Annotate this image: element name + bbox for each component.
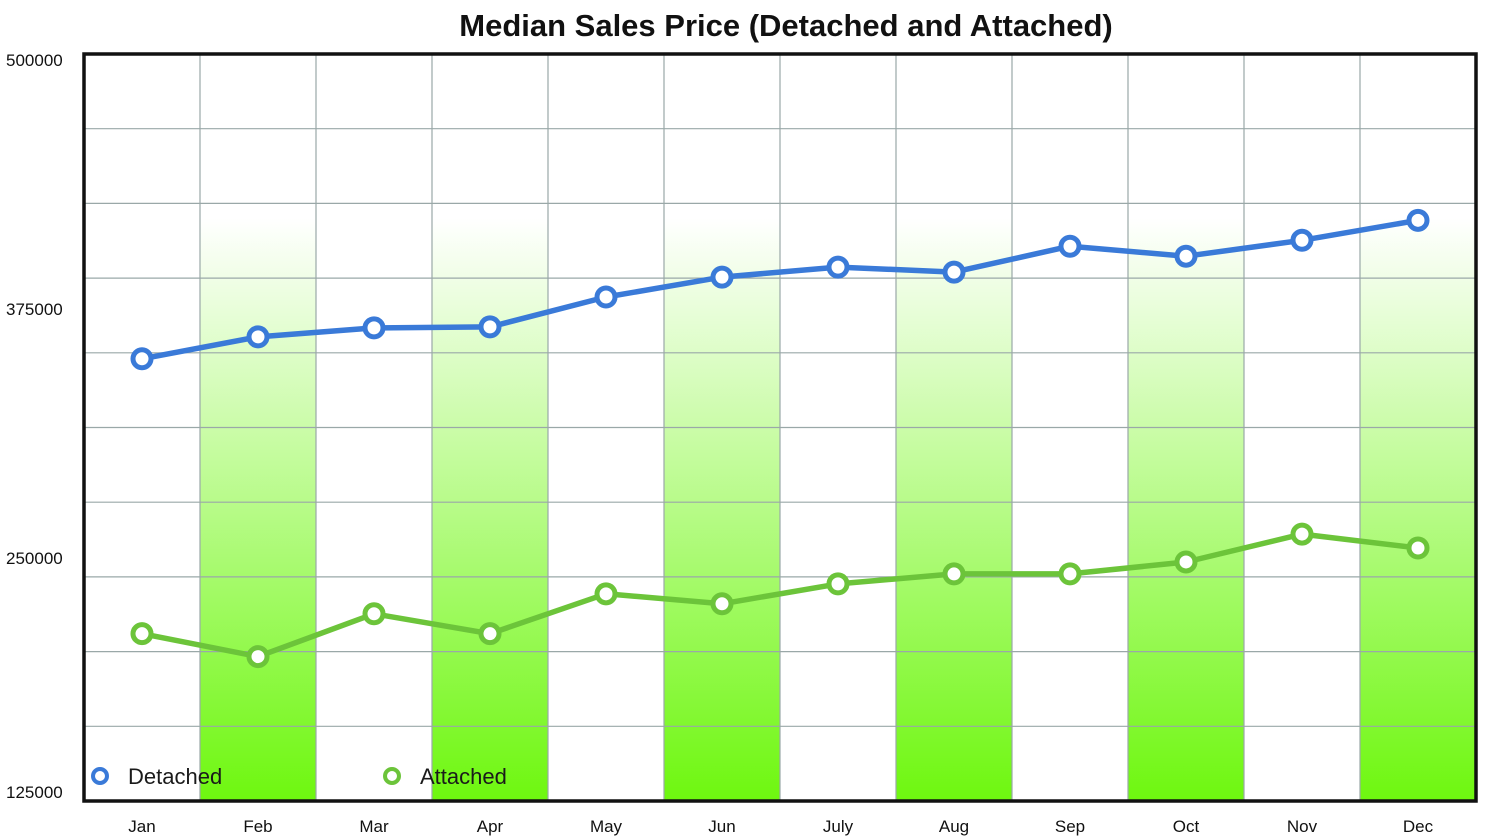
attached-data-point — [1290, 522, 1314, 546]
detached-data-point — [942, 260, 966, 284]
x-tick-label: Feb — [243, 817, 272, 836]
detached-data-point — [594, 285, 618, 309]
detached-data-point — [1290, 228, 1314, 252]
attached-data-point — [1174, 550, 1198, 574]
x-tick-label: Jan — [128, 817, 155, 836]
detached-data-point — [362, 316, 386, 340]
x-tick-label: Dec — [1403, 817, 1434, 836]
legend-label-attached: Attached — [420, 764, 507, 789]
attached-data-point — [710, 592, 734, 616]
x-tick-label: Oct — [1173, 817, 1200, 836]
detached-data-point — [826, 255, 850, 279]
attached-data-point — [594, 582, 618, 606]
plot-area: 500000 375000 250000 125000 Jan Feb Mar Apr May J… — [6, 51, 1478, 836]
legend-label-detached: Detached — [128, 764, 222, 789]
x-tick-label: Apr — [477, 817, 504, 836]
attached-data-point — [130, 622, 154, 646]
detached-data-point — [246, 325, 270, 349]
detached-data-point — [478, 315, 502, 339]
detached-data-point — [1174, 244, 1198, 268]
y-tick-label: 500000 — [6, 51, 63, 70]
detached-series-line — [139, 217, 1421, 362]
attached-data-point — [826, 572, 850, 596]
attached-data-point — [942, 562, 966, 586]
attached-data-point — [1058, 562, 1082, 586]
y-tick-label: 250000 — [6, 549, 63, 568]
x-tick-label: Sep — [1055, 817, 1085, 836]
plot-frame — [82, 52, 1478, 803]
attached-data-point — [478, 622, 502, 646]
attached-series-line — [139, 531, 1421, 660]
x-tick-label: Nov — [1287, 817, 1318, 836]
detached-data-point — [1058, 234, 1082, 258]
legend-marker-detached — [91, 767, 109, 785]
x-tick-label: May — [590, 817, 623, 836]
chart-title: Median Sales Price (Detached and Attache… — [459, 8, 1112, 43]
x-tick-label: Aug — [939, 817, 969, 836]
legend-marker-attached — [383, 767, 401, 785]
y-tick-label: 125000 — [6, 783, 63, 802]
detached-data-point — [130, 347, 154, 371]
detached-data-point — [710, 265, 734, 289]
attached-data-point — [1406, 536, 1430, 560]
attached-data-point — [246, 645, 270, 669]
x-tick-label: Jun — [708, 817, 735, 836]
attached-data-point — [362, 602, 386, 626]
x-tick-label: Mar — [359, 817, 389, 836]
y-tick-label: 375000 — [6, 300, 63, 319]
x-tick-label: July — [823, 817, 854, 836]
detached-data-point — [1406, 208, 1430, 232]
